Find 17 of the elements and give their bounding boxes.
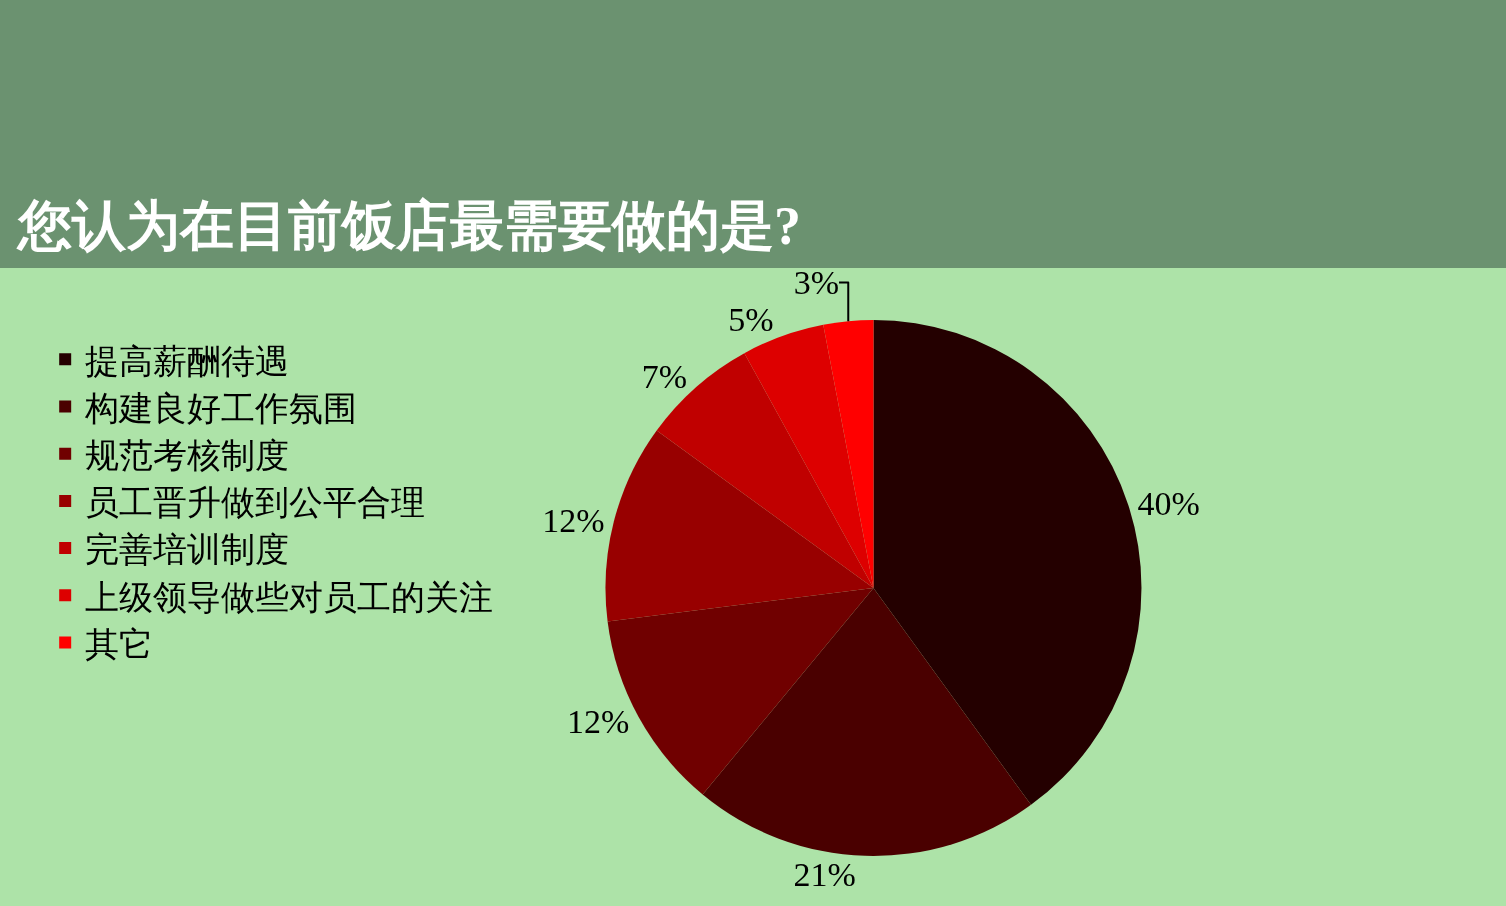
chart-title: 您认为在目前饭店最需要做的是?	[16, 195, 802, 256]
pie-slice	[702, 588, 1032, 856]
legend-label: 其它	[85, 625, 154, 663]
data-label: 40%	[1137, 484, 1200, 522]
pie-slice	[605, 430, 874, 622]
data-label: 5%	[728, 300, 774, 338]
legend-label: 提高薪酬待遇	[85, 342, 290, 380]
legend-label: 上级领导做些对员工的关注	[85, 578, 494, 616]
data-label: 3%	[793, 263, 840, 301]
legend-label: 完善培训制度	[85, 531, 290, 569]
data-label: 12%	[542, 501, 605, 539]
legend-label: 员工晋升做到公平合理	[85, 484, 426, 522]
data-label: 21%	[793, 855, 856, 893]
data-label: 12%	[567, 702, 630, 740]
legend-label: 构建良好工作氛围	[84, 389, 358, 427]
data-label: 7%	[641, 358, 687, 396]
legend-label: 规范考核制度	[85, 436, 290, 474]
